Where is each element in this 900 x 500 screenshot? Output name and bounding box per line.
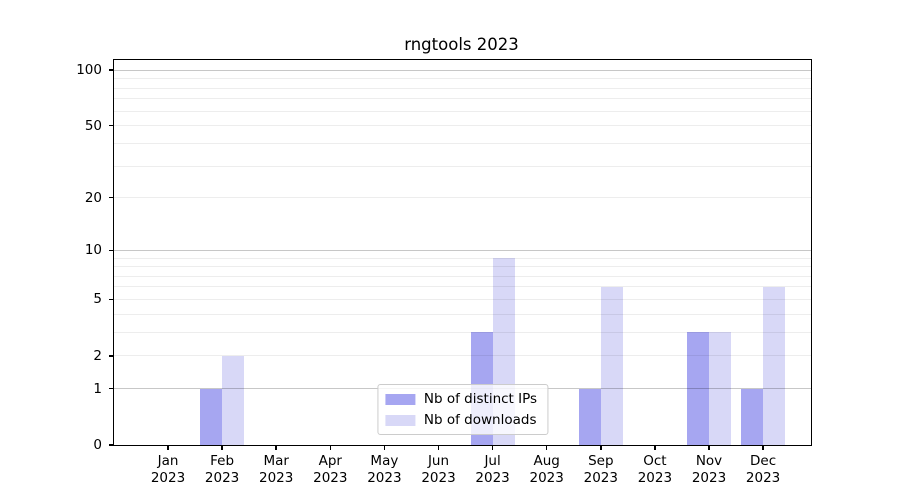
x-tick xyxy=(545,446,548,450)
x-tick xyxy=(329,446,332,450)
gridline-minor xyxy=(114,298,811,300)
legend-swatch xyxy=(384,414,415,426)
gridline-minor xyxy=(114,142,811,144)
y-tick xyxy=(108,196,113,199)
y-tick-label: 2 xyxy=(93,347,102,364)
x-tick xyxy=(221,446,223,450)
y-tick-label: 100 xyxy=(76,62,102,79)
legend-row: Nb of distinct IPs xyxy=(384,390,538,408)
y-tick xyxy=(108,124,113,127)
x-tick-label: Mar 2023 xyxy=(259,453,294,486)
x-tick-label: Nov 2023 xyxy=(691,453,727,486)
gridline-minor xyxy=(114,197,811,199)
gridline-minor xyxy=(114,165,811,167)
gridline-minor xyxy=(114,266,811,268)
x-tick xyxy=(654,446,656,450)
gridline-minor xyxy=(114,125,811,127)
y-tick-label: 50 xyxy=(84,117,102,134)
x-tick xyxy=(383,446,386,450)
x-tick-label: Apr 2023 xyxy=(313,453,348,486)
x-tick-label: Jan 2023 xyxy=(150,453,186,486)
legend-row: Nb of downloads xyxy=(384,411,537,429)
y-tick-label: 10 xyxy=(84,242,102,259)
y-tick xyxy=(108,444,113,446)
bar-nb-of-downloads-sep xyxy=(600,286,623,445)
y-tick xyxy=(108,298,113,301)
gridline-minor xyxy=(114,257,811,259)
y-tick-label: 5 xyxy=(93,291,102,308)
y-tick-label: 1 xyxy=(93,380,102,397)
bar-nb-of-downloads-nov xyxy=(709,332,731,445)
y-tick-label: 20 xyxy=(84,189,102,206)
x-tick-label: Dec 2023 xyxy=(745,453,781,486)
plot-area: 0 1 2 5 10 20 50 100 Jan 2023 Feb 2023 Mar 2023 Apr 20… xyxy=(76,59,812,486)
gridline-minor xyxy=(114,110,811,112)
y-tick xyxy=(108,69,113,71)
x-tick-label: May 2023 xyxy=(367,453,402,486)
x-tick xyxy=(275,446,277,450)
x-tick xyxy=(491,446,494,450)
x-tick-label: Jul 2023 xyxy=(475,453,510,486)
gridline-major xyxy=(114,69,811,71)
bar-nb-of-downloads-feb xyxy=(222,355,245,445)
gridline-minor xyxy=(114,98,811,100)
gridline-minor xyxy=(114,78,811,80)
gridline-minor xyxy=(114,87,811,89)
bar-nb-of-distinct-ips-sep xyxy=(578,388,601,445)
x-tick-label: Aug 2023 xyxy=(529,453,564,486)
gridline-major xyxy=(114,249,811,251)
y-tick xyxy=(108,249,113,251)
bar-nb-of-distinct-ips-feb xyxy=(200,388,223,445)
bar-nb-of-downloads-dec xyxy=(763,286,786,445)
legend-label: Nb of downloads xyxy=(423,412,537,428)
legend: Nb of distinct IPs Nb of downloads xyxy=(376,384,549,435)
chart-title: rngtools 2023 xyxy=(404,35,519,54)
x-tick-label: Oct 2023 xyxy=(637,453,673,486)
bar-nb-of-distinct-ips-nov xyxy=(687,332,709,445)
x-tick xyxy=(708,446,710,450)
y-tick xyxy=(108,387,113,390)
x-tick-label: Feb 2023 xyxy=(204,453,240,486)
x-tick xyxy=(437,446,440,450)
legend-label: Nb of distinct IPs xyxy=(423,391,538,407)
gridline-minor xyxy=(114,286,811,288)
y-tick-label: 0 xyxy=(93,437,102,453)
y-tick xyxy=(108,355,113,357)
x-tick xyxy=(762,446,764,450)
legend-swatch xyxy=(384,393,415,405)
bar-nb-of-distinct-ips-dec xyxy=(741,388,764,445)
x-tick xyxy=(167,446,169,450)
x-tick-label: Jun 2023 xyxy=(421,453,456,486)
x-tick-label: Sep 2023 xyxy=(583,453,618,486)
gridline-minor xyxy=(114,275,811,277)
gridline-minor xyxy=(114,313,811,315)
x-tick xyxy=(600,446,602,450)
